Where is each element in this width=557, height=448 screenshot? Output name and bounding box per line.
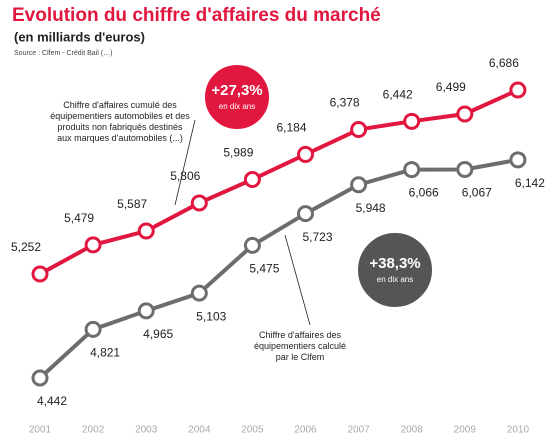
marker [84,320,102,338]
marker [509,151,527,169]
line [39,88,519,276]
chart-title: Evolution du chiffre d'affaires du march… [12,5,381,26]
value-label: 5,103 [196,309,226,323]
series-note: Chiffre d'affaires cumulé des équipementi… [50,100,190,143]
chart-subtitle: (en milliards d'euros) [14,29,145,44]
marker [84,236,102,254]
marker [190,284,208,302]
x-tick-label: 2001 [29,425,52,436]
annotation-bubble [203,63,271,131]
value-label: 4,965 [143,327,173,341]
x-tick-label: 2003 [135,425,158,436]
value-label: 5,806 [170,169,200,183]
marker [350,121,368,139]
marker [243,170,261,188]
value-label: 5,723 [302,230,332,244]
marker [403,161,421,179]
marker [456,160,474,178]
value-label: 5,475 [249,262,279,276]
marker [509,81,527,99]
x-tick-label: 2008 [401,425,424,436]
marker [403,112,421,130]
marker [456,105,474,123]
value-label: 5,948 [356,201,386,215]
leader-line [174,119,196,206]
value-label: 5,587 [117,197,147,211]
annotation-subtext: en dix ans [219,102,255,111]
value-label: 6,066 [409,186,439,200]
value-label: 6,686 [489,56,519,70]
annotation-bubble [356,231,434,309]
value-label: 5,989 [223,146,253,160]
x-tick-label: 2010 [507,425,530,436]
annotation-text: +27,3% [211,82,262,99]
marker [190,194,208,212]
marker [350,176,368,194]
marker [137,302,155,320]
annotation-subtext: en dix ans [377,275,413,284]
marker [31,369,49,387]
value-label: 6,378 [330,96,360,110]
value-label: 6,067 [462,186,492,200]
value-label: 4,442 [37,394,67,408]
x-tick-label: 2009 [454,425,477,436]
value-label: 6,499 [436,80,466,94]
x-tick-label: 2006 [294,425,317,436]
x-tick-label: 2002 [82,425,105,436]
x-tick-label: 2005 [241,425,264,436]
marker [243,236,261,254]
value-label: 6,442 [383,87,413,101]
value-label: 5,479 [64,211,94,225]
x-tick-label: 2007 [347,425,370,436]
leader-line [284,234,311,326]
marker [297,205,314,223]
source: Source : Clfem - Crédit Bail (…) [14,50,112,57]
value-label: 6,142 [515,176,545,190]
x-tick-label: 2004 [188,425,211,436]
annotation-text: +38,3% [369,255,420,272]
series-note: Chiffre d'affaires des équipementiers cal… [254,330,346,362]
value-label: 4,821 [90,346,120,360]
marker [137,222,155,240]
value-label: 5,252 [11,240,41,254]
value-label: 6,184 [276,121,306,135]
marker [31,265,49,283]
marker [297,145,314,163]
line [38,157,519,380]
